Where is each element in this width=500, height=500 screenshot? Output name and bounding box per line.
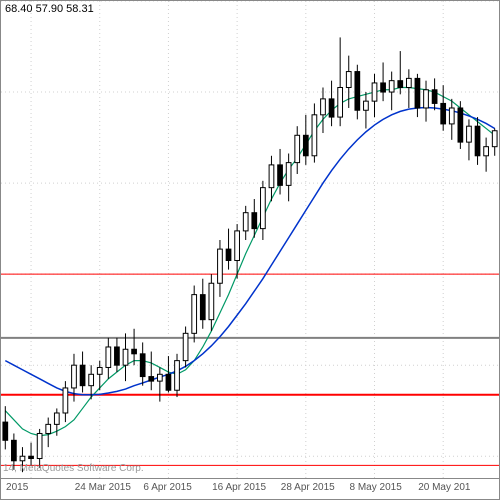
candle[interactable]	[37, 433, 42, 458]
candle[interactable]	[200, 295, 205, 320]
candle[interactable]	[218, 249, 223, 283]
candle[interactable]	[329, 99, 334, 117]
candle[interactable]	[449, 108, 454, 124]
candle[interactable]	[166, 374, 171, 390]
candle[interactable]	[46, 424, 51, 433]
copyright-text: 14, MetaQuotes Software Corp.	[3, 463, 144, 474]
candle[interactable]	[355, 72, 360, 111]
candle[interactable]	[192, 295, 197, 334]
candle[interactable]	[321, 99, 326, 115]
ohlc-header: 68.40 57.90 58.31	[5, 3, 94, 15]
candle[interactable]	[381, 83, 386, 92]
x-axis-label: 20 May 201	[418, 482, 470, 493]
chart-area[interactable]	[1, 1, 499, 479]
candle[interactable]	[398, 81, 403, 88]
candle[interactable]	[346, 72, 351, 88]
candle[interactable]	[106, 347, 111, 367]
candle[interactable]	[252, 213, 257, 229]
candle[interactable]	[338, 87, 343, 117]
chart-container: 68.40 57.90 58.31 2015 24 Mar 2015 6 Apr 2…	[0, 0, 500, 500]
candle[interactable]	[89, 374, 94, 385]
candle[interactable]	[492, 131, 497, 147]
candle[interactable]	[295, 135, 300, 162]
candle[interactable]	[441, 103, 446, 123]
x-axis-label: 2015	[6, 482, 28, 493]
candle[interactable]	[80, 365, 85, 385]
x-axis-label: 8 May 2015	[350, 482, 402, 493]
candle[interactable]	[278, 165, 283, 185]
candle[interactable]	[209, 283, 214, 319]
candle[interactable]	[415, 78, 420, 108]
candle[interactable]	[484, 147, 489, 156]
candle[interactable]	[175, 361, 180, 391]
candle[interactable]	[372, 83, 377, 101]
candle[interactable]	[235, 231, 240, 261]
candle[interactable]	[140, 354, 145, 377]
candle[interactable]	[226, 249, 231, 260]
candle[interactable]	[29, 456, 34, 458]
candle[interactable]	[312, 115, 317, 156]
candle[interactable]	[432, 90, 437, 104]
candle[interactable]	[132, 349, 137, 354]
x-axis: 2015 24 Mar 2015 6 Apr 2015 16 Apr 2015 28 A…	[1, 479, 499, 499]
candle[interactable]	[123, 349, 128, 365]
candle[interactable]	[406, 78, 411, 87]
candle[interactable]	[115, 347, 120, 365]
x-axis-label: 6 Apr 2015	[143, 482, 191, 493]
candle[interactable]	[364, 101, 369, 110]
candle[interactable]	[72, 365, 77, 388]
candle[interactable]	[97, 367, 102, 374]
candle[interactable]	[286, 163, 291, 186]
candle[interactable]	[424, 90, 429, 108]
x-axis-label: 24 Mar 2015	[75, 482, 131, 493]
candle[interactable]	[20, 456, 25, 461]
candle[interactable]	[149, 377, 154, 382]
candle[interactable]	[3, 422, 8, 440]
candle[interactable]	[183, 333, 188, 360]
candle[interactable]	[269, 165, 274, 188]
candle[interactable]	[243, 213, 248, 231]
chart-svg	[1, 1, 499, 479]
candle[interactable]	[389, 81, 394, 92]
candle[interactable]	[157, 374, 162, 381]
candle[interactable]	[12, 440, 17, 460]
x-axis-label: 28 Apr 2015	[281, 482, 335, 493]
candle[interactable]	[63, 388, 68, 413]
ma-slow	[5, 108, 494, 395]
candle[interactable]	[54, 413, 59, 424]
candle[interactable]	[475, 126, 480, 156]
candle[interactable]	[458, 108, 463, 142]
x-axis-label: 16 Apr 2015	[212, 482, 266, 493]
candle[interactable]	[467, 126, 472, 142]
candle[interactable]	[261, 188, 266, 229]
candle[interactable]	[303, 135, 308, 155]
ma-fast	[5, 87, 494, 435]
